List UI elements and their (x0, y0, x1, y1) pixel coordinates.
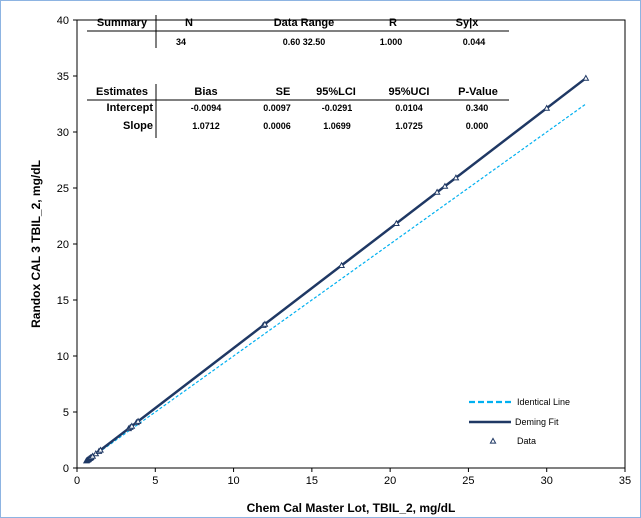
x-tick-label: 35 (619, 475, 631, 487)
estimates-value: 0.000 (466, 121, 489, 131)
x-tick-label: 5 (152, 475, 158, 487)
estimates-value: -0.0291 (322, 103, 353, 113)
data-point (338, 261, 346, 268)
data-point (582, 74, 590, 81)
x-tick-label: 0 (74, 475, 80, 487)
identical-line (86, 103, 587, 462)
estimates-value: 0.340 (466, 103, 489, 113)
data-point (128, 422, 136, 429)
summary-header: Summary (97, 17, 148, 29)
estimates-value: 1.0725 (395, 121, 423, 131)
estimates-value: -0.0094 (191, 103, 222, 113)
summary-header: Data Range (274, 17, 335, 29)
data-point (97, 446, 104, 453)
y-tick-label: 25 (57, 183, 69, 195)
estimates-value: 0.0097 (263, 103, 291, 113)
estimates-header: 95%LCI (316, 86, 356, 98)
legend-deming-fit-label: Deming Fit (515, 417, 559, 427)
deming-fit-line (85, 77, 587, 462)
estimates-header: 95%UCI (389, 86, 430, 98)
summary-value: 1.000 (380, 37, 403, 47)
data-point (134, 417, 142, 424)
y-tick-label: 20 (57, 239, 69, 251)
y-axis-title: Randox CAL 3 TBIL_2, mg/dL (29, 160, 43, 328)
y-tick-label: 35 (57, 71, 69, 83)
estimates-value: 0.0104 (395, 103, 423, 113)
legend-identical-line-label: Identical Line (517, 397, 570, 407)
y-tick-label: 30 (57, 127, 69, 139)
x-tick-label: 15 (306, 475, 318, 487)
y-tick-label: 0 (63, 463, 69, 475)
summary-value: 34 (176, 37, 186, 47)
summary-header: Sy|x (456, 17, 480, 29)
estimates-header: Bias (194, 86, 217, 98)
y-tick-label: 5 (63, 407, 69, 419)
summary-header: R (389, 17, 397, 29)
estimates-value: 1.0712 (192, 121, 220, 131)
data-point (452, 174, 460, 181)
data-point (392, 219, 400, 226)
legend-data-label: Data (517, 436, 536, 446)
estimates-value: 1.0699 (323, 121, 351, 131)
summary-header: N (185, 17, 193, 29)
estimates-header: P-Value (458, 86, 498, 98)
y-tick-label: 10 (57, 351, 69, 363)
summary-value: 0.044 (463, 37, 486, 47)
x-tick-label: 30 (541, 475, 553, 487)
y-tick-label: 40 (57, 15, 69, 27)
x-tick-label: 25 (462, 475, 474, 487)
y-tick-label: 15 (57, 295, 69, 307)
summary-value: 0.60 32.50 (283, 37, 326, 47)
data-point (433, 188, 441, 195)
x-tick-label: 10 (227, 475, 239, 487)
x-tick-label: 20 (384, 475, 396, 487)
estimates-value: 0.0006 (263, 121, 291, 131)
data-point (441, 182, 449, 189)
data-point (261, 320, 269, 327)
estimates-header: SE (276, 86, 291, 98)
legend-data-swatch (489, 437, 497, 444)
estimates-row-label: Intercept (107, 102, 154, 114)
estimates-header: Estimates (96, 86, 148, 98)
x-axis-title: Chem Cal Master Lot, TBIL_2, mg/dL (247, 501, 456, 515)
data-point (543, 104, 551, 111)
estimates-row-label: Slope (123, 120, 153, 132)
